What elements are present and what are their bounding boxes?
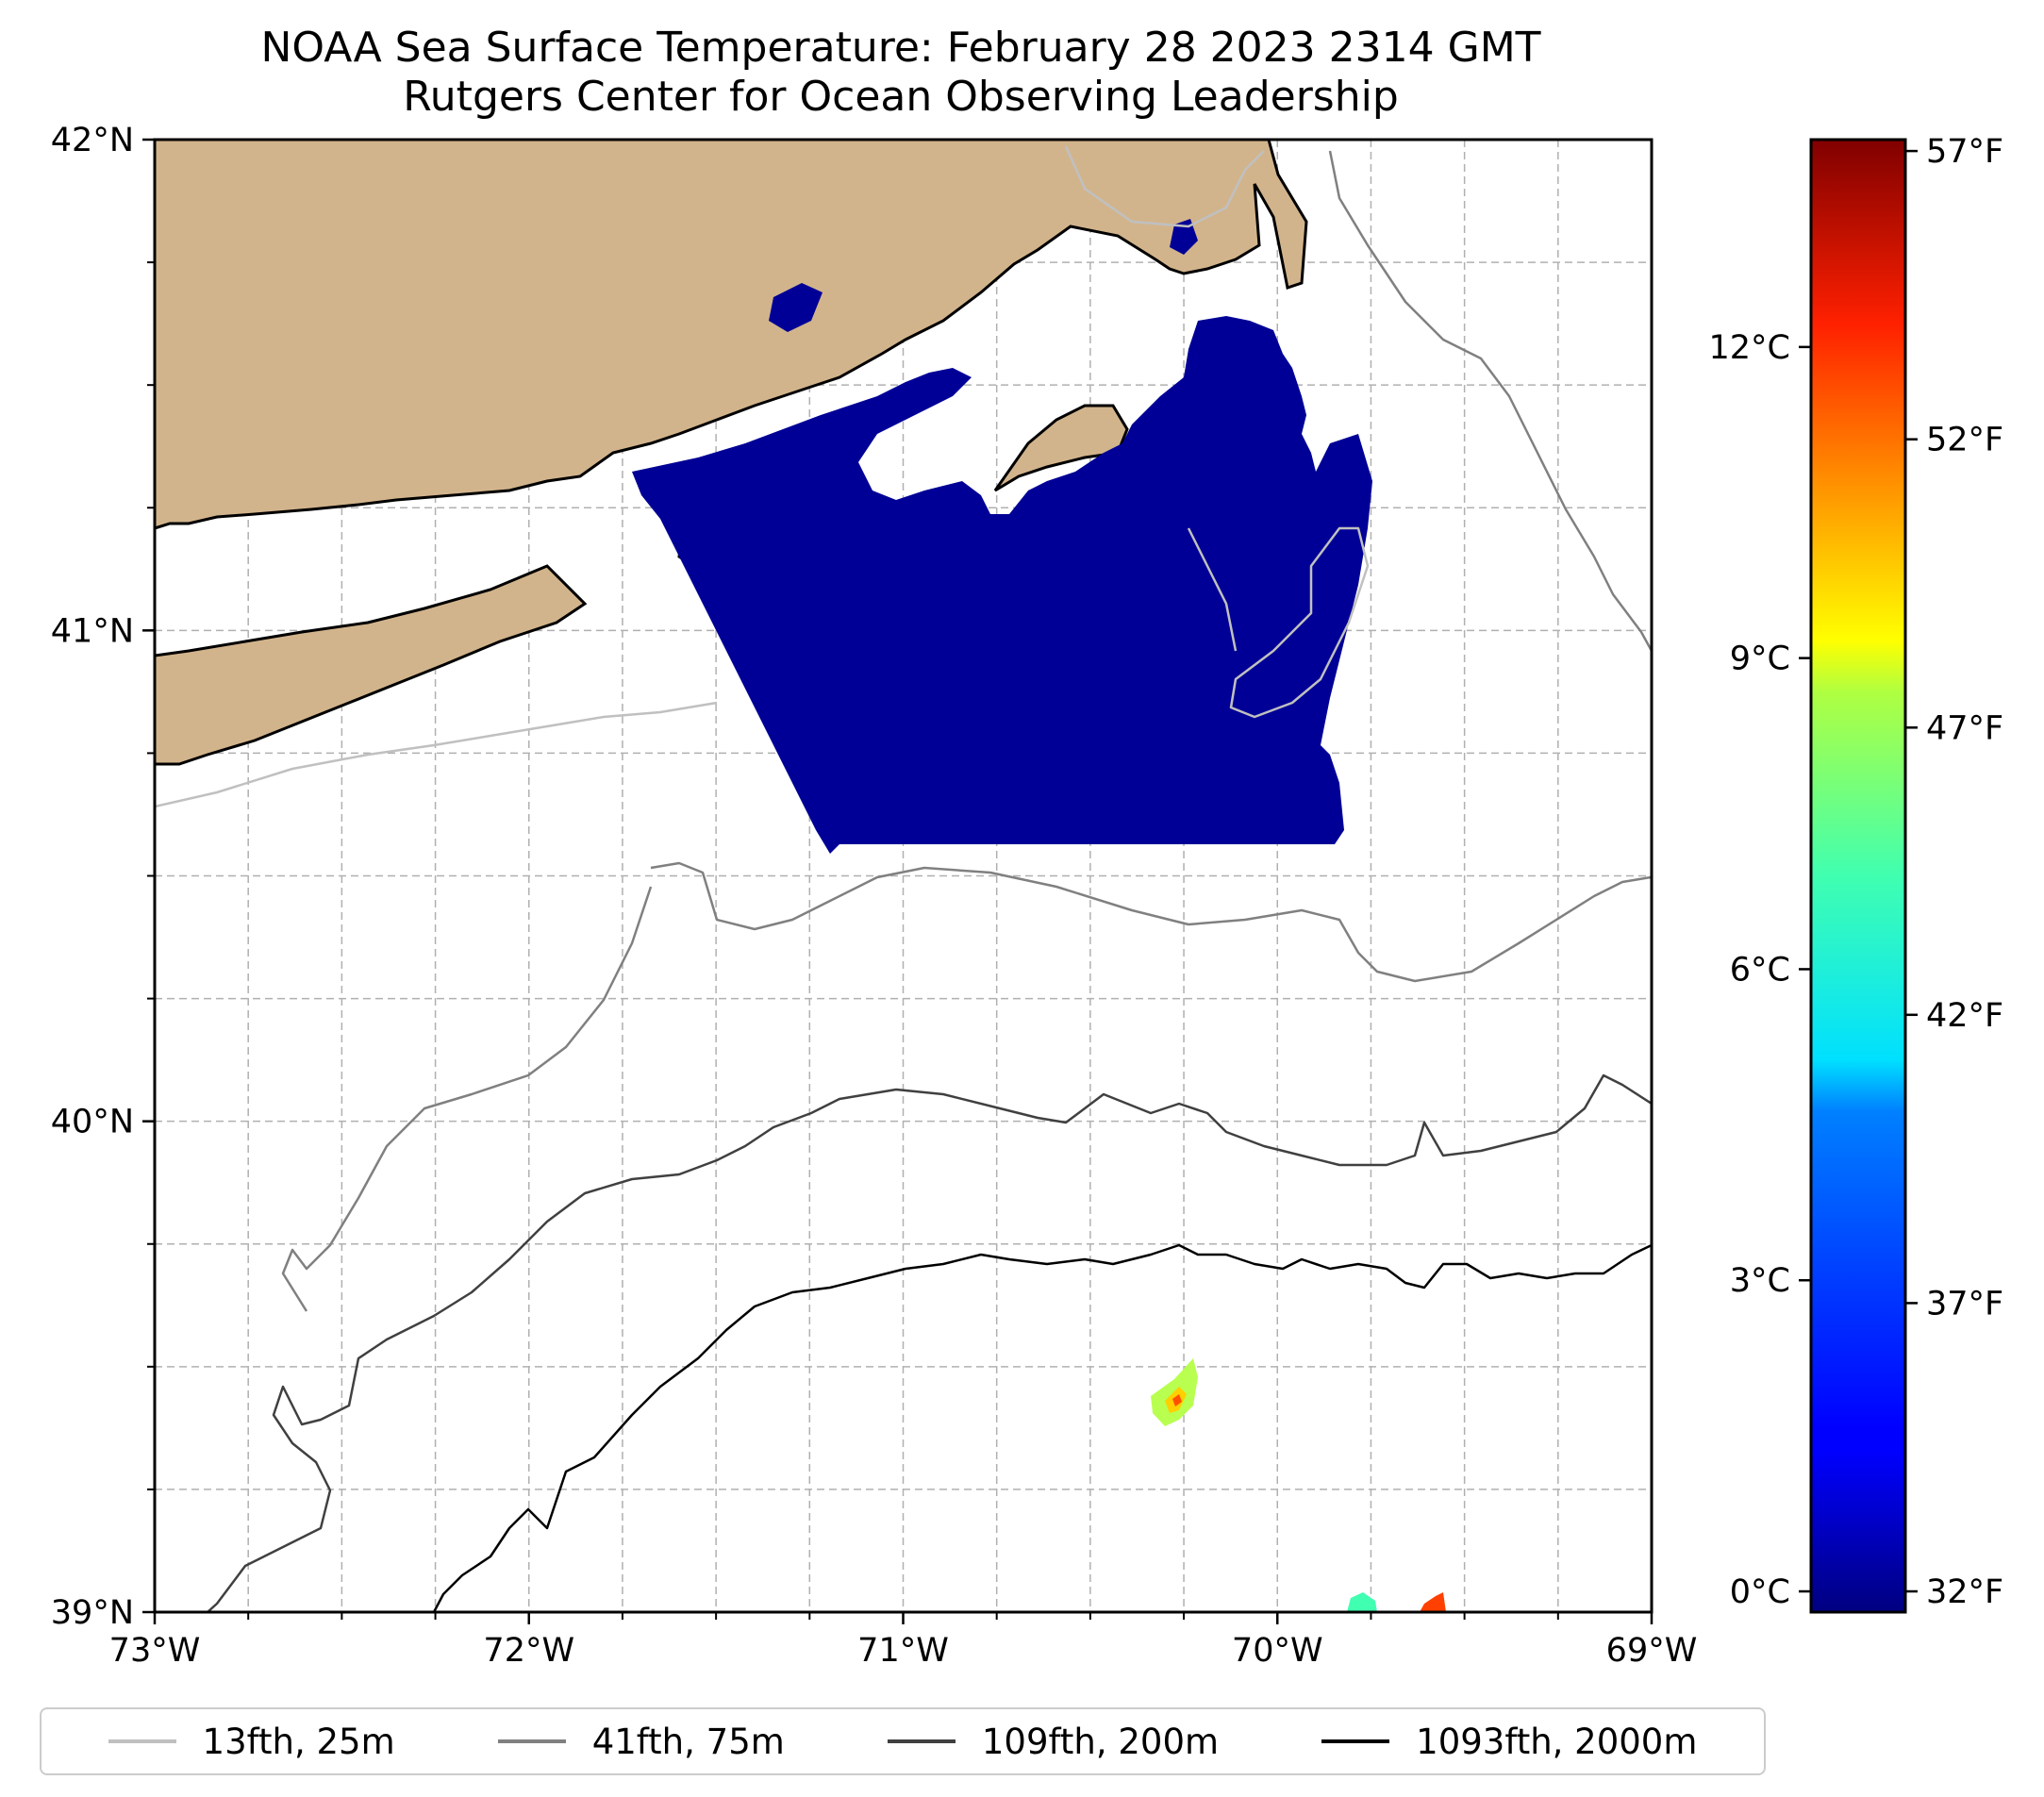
colorbar-celsius-axis: 0°C 3°C 6°C 9°C 12°C	[1709, 329, 1811, 1611]
legend-label: 13fth, 25m	[202, 1721, 395, 1762]
longitude-axis: 73°W 72°W 71°W 70°W 69°W	[109, 1612, 1698, 1670]
x-tick-label: 73°W	[109, 1632, 201, 1670]
latitude-axis: 42°N 41°N 40°N 39°N	[51, 122, 155, 1632]
map-title: NOAA Sea Surface Temperature: February 2…	[260, 24, 1541, 72]
colorbar-c-label: 0°C	[1730, 1573, 1790, 1611]
colorbar-c-label: 6°C	[1730, 951, 1790, 989]
colorbar	[1809, 138, 1907, 1614]
sst-cold-patch	[632, 316, 1372, 854]
legend-item: 109fth, 200m	[887, 1721, 1220, 1762]
legend-swatch	[887, 1739, 956, 1743]
colorbar-f-label: 42°F	[1926, 997, 2003, 1035]
colorbar-c-label: 12°C	[1709, 329, 1790, 367]
y-tick-label: 41°N	[51, 612, 134, 650]
x-tick-label: 72°W	[483, 1632, 574, 1670]
colorbar-f-label: 37°F	[1926, 1285, 2003, 1323]
sst-edge-patch-2	[1420, 1592, 1446, 1612]
legend-label: 1093fth, 2000m	[1416, 1721, 1698, 1762]
contour-2000m	[432, 1243, 1652, 1612]
contour-75m	[281, 150, 1652, 1312]
y-tick-label: 40°N	[51, 1104, 134, 1141]
colorbar-f-label: 52°F	[1926, 422, 2003, 459]
depth-legend: 13fth, 25m 41fth, 75m 109fth, 200m 1093f…	[40, 1707, 1766, 1775]
contour-25m	[155, 145, 1370, 808]
legend-item: 1093fth, 2000m	[1321, 1722, 1697, 1762]
legend-item: 13fth, 25m	[108, 1722, 395, 1762]
colorbar-f-label: 57°F	[1926, 133, 2003, 171]
land-martha-vineyard	[993, 404, 1129, 492]
land-long-island	[155, 564, 588, 766]
legend-label: 109fth, 200m	[981, 1721, 1220, 1762]
colorbar-fahrenheit-axis: 32°F 37°F 42°F 47°F 52°F 57°F	[1905, 133, 2003, 1611]
x-tick-label: 70°W	[1232, 1632, 1323, 1670]
colorbar-f-label: 47°F	[1926, 709, 2003, 747]
x-tick-label: 71°W	[857, 1632, 949, 1670]
y-tick-label: 39°N	[51, 1594, 134, 1632]
legend-swatch	[1321, 1739, 1390, 1743]
legend-swatch	[108, 1739, 176, 1743]
land-new-england	[155, 140, 1308, 530]
sst-warm-patches	[1151, 1358, 1446, 1612]
colorbar-c-label: 9°C	[1730, 641, 1790, 678]
colorbar-f-label: 32°F	[1926, 1573, 2003, 1611]
legend-swatch	[497, 1739, 566, 1743]
x-tick-label: 69°W	[1606, 1632, 1698, 1670]
y-tick-label: 42°N	[51, 122, 134, 159]
colorbar-c-label: 3°C	[1730, 1262, 1790, 1300]
legend-item: 41fth, 75m	[497, 1721, 785, 1762]
map-subtitle: Rutgers Center for Ocean Observing Leade…	[403, 73, 1399, 121]
legend-label: 41fth, 75m	[591, 1721, 785, 1762]
sst-edge-patch-1	[1347, 1592, 1377, 1612]
depth-contours	[155, 145, 1652, 1612]
contour-200m	[207, 1073, 1652, 1612]
sst-eddy-center	[1172, 1394, 1182, 1406]
